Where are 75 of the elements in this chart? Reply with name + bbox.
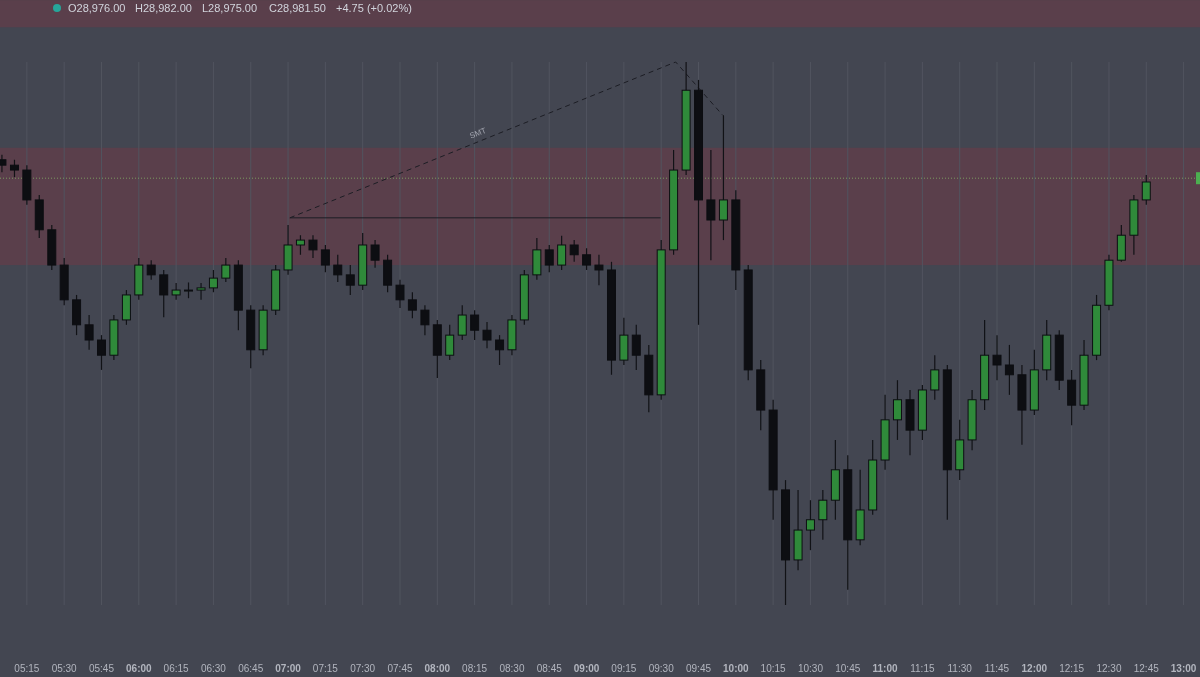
candlestick bbox=[1004, 344, 1014, 396]
x-tick-label: 07:45 bbox=[387, 663, 413, 674]
candlestick bbox=[370, 239, 380, 269]
text: C28,981.50 bbox=[269, 2, 326, 14]
candlestick bbox=[196, 282, 206, 301]
x-tick-label: 10:00 bbox=[723, 663, 750, 674]
x-tick-label: 08:45 bbox=[536, 663, 563, 674]
candlestick bbox=[146, 259, 156, 281]
candlestick bbox=[892, 379, 902, 441]
candlestick bbox=[992, 334, 1002, 381]
text: O28,976.00 bbox=[68, 2, 126, 14]
x-tick-label: 12:45 bbox=[1133, 663, 1160, 674]
x-tick-label: 12:15 bbox=[1059, 663, 1085, 674]
candlestick bbox=[221, 257, 231, 283]
candlestick bbox=[470, 309, 480, 341]
x-tick-label: 08:15 bbox=[462, 663, 488, 674]
candlestick bbox=[320, 244, 330, 273]
candlestick bbox=[495, 334, 505, 366]
candlestick bbox=[805, 499, 815, 551]
x-tick-label: 05:30 bbox=[51, 663, 78, 674]
x-tick-label: 12:30 bbox=[1096, 663, 1122, 674]
candlestick bbox=[482, 321, 492, 349]
x-tick-label: 11:45 bbox=[984, 663, 1010, 674]
x-tick-label: 11:30 bbox=[947, 663, 973, 674]
x-tick-label: 05:15 bbox=[14, 663, 40, 674]
x-tick-label: 09:45 bbox=[685, 663, 712, 674]
candlestick bbox=[96, 334, 106, 371]
x-tick-label: 09:30 bbox=[648, 663, 675, 674]
x-tick-label: 10:30 bbox=[797, 663, 824, 674]
candlestick bbox=[582, 247, 592, 271]
x-tick-label: 08:30 bbox=[499, 663, 525, 674]
candlestick bbox=[718, 114, 728, 241]
x-tick-label: 09:15 bbox=[611, 663, 637, 674]
x-tick-label: 08:00 bbox=[424, 663, 451, 674]
candlestick bbox=[407, 291, 417, 319]
candlestick bbox=[333, 254, 343, 283]
x-tick-label: 07:00 bbox=[275, 663, 302, 674]
candlestick bbox=[557, 235, 567, 271]
candlestick bbox=[420, 304, 430, 336]
candlestick bbox=[395, 279, 405, 309]
x-tick-label: 06:00 bbox=[126, 663, 153, 674]
x-tick-label: 05:45 bbox=[88, 663, 115, 674]
x-tick-label: 07:30 bbox=[350, 663, 376, 674]
candlestick bbox=[208, 269, 218, 293]
candlestick bbox=[818, 489, 828, 541]
x-tick-label: 10:15 bbox=[760, 663, 787, 674]
candlestick bbox=[930, 354, 940, 401]
candlestick bbox=[1141, 174, 1151, 206]
x-tick-label: 11:15 bbox=[910, 663, 935, 674]
x-tick-label: 09:00 bbox=[573, 663, 600, 674]
x-tick-label: 13:00 bbox=[1170, 663, 1197, 674]
candlestick bbox=[706, 149, 716, 261]
candlestick bbox=[345, 264, 355, 296]
candlestick bbox=[159, 269, 169, 318]
text: L28,975.00 bbox=[202, 2, 258, 14]
x-tick-label: 10:45 bbox=[835, 663, 861, 674]
candlestick bbox=[445, 324, 455, 361]
candlestick bbox=[631, 324, 641, 371]
candlestick bbox=[544, 244, 554, 273]
x-tick-label: 06:15 bbox=[163, 663, 190, 674]
candlestick bbox=[457, 304, 467, 341]
x-tick-label: 11:00 bbox=[872, 663, 899, 674]
x-tick-label: 06:45 bbox=[238, 663, 264, 674]
annotation: SMT bbox=[468, 125, 488, 141]
candlestick bbox=[594, 254, 604, 286]
candlestick bbox=[171, 282, 181, 301]
text: +4.75 (+0.02%) bbox=[336, 2, 412, 14]
candlestick bbox=[569, 239, 579, 263]
x-tick-label: 07:15 bbox=[312, 663, 339, 674]
candlestick bbox=[308, 234, 318, 259]
candlestick bbox=[295, 234, 305, 256]
x-tick-label: 12:00 bbox=[1021, 663, 1048, 674]
candlestick bbox=[84, 314, 94, 351]
x-tick-label: 06:30 bbox=[200, 663, 227, 674]
text: H28,982.00 bbox=[135, 2, 192, 14]
